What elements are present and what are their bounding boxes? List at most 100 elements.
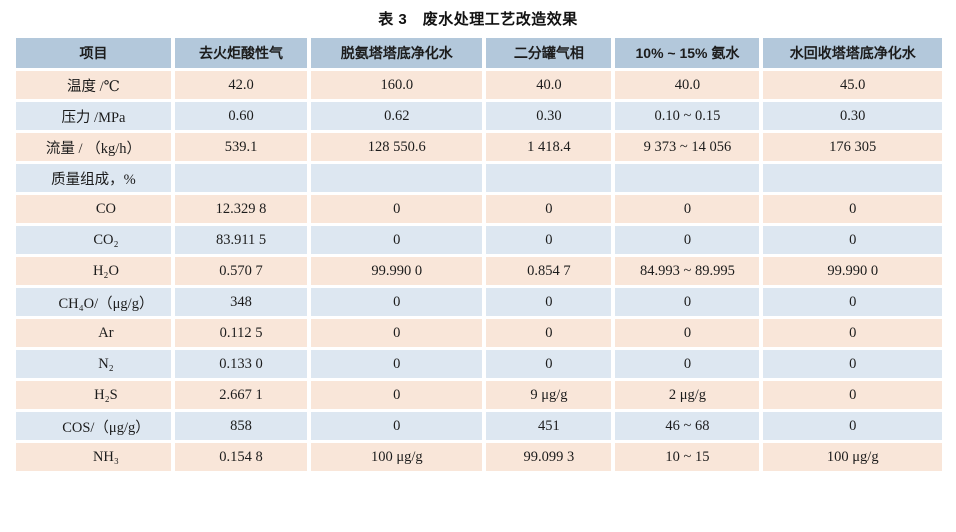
row-label-cell: CO₂ bbox=[16, 226, 171, 254]
value-cell: 10 ~ 15 bbox=[615, 443, 760, 471]
value-cell: 40.0 bbox=[486, 71, 612, 99]
table-row: 流量 / （kg/h） 539.1 128 550.6 1 418.4 9 373 ~ … bbox=[16, 133, 942, 161]
value-cell: 0 bbox=[486, 288, 612, 316]
row-label-cell: 质量组成，% bbox=[16, 164, 171, 192]
value-cell: 0 bbox=[763, 381, 942, 409]
row-label-cell: 温度 /℃ bbox=[16, 71, 171, 99]
value-cell: 0 bbox=[615, 319, 760, 347]
value-cell: 0 bbox=[311, 412, 483, 440]
value-cell: 0 bbox=[615, 350, 760, 378]
value-cell: 0 bbox=[311, 319, 483, 347]
header-cell-0: 项目 bbox=[16, 38, 171, 68]
value-cell: 0.154 8 bbox=[174, 443, 308, 471]
value-cell: 100 μg/g bbox=[763, 443, 942, 471]
row-label-cell: CH₄O/（μg/g） bbox=[16, 288, 171, 316]
value-cell: 0 bbox=[615, 226, 760, 254]
value-cell: 0 bbox=[486, 226, 612, 254]
value-cell bbox=[763, 164, 942, 192]
value-cell: 0.570 7 bbox=[174, 257, 308, 285]
table-title: 表 3 废水处理工艺改造效果 bbox=[378, 11, 578, 28]
value-cell: 45.0 bbox=[763, 71, 942, 99]
value-cell: 128 550.6 bbox=[311, 133, 483, 161]
value-cell: 99.099 3 bbox=[486, 443, 612, 471]
value-cell: 9 373 ~ 14 056 bbox=[615, 133, 760, 161]
value-cell: 539.1 bbox=[174, 133, 308, 161]
header-cell-4: 10% ~ 15% 氨水 bbox=[615, 38, 760, 68]
row-label-cell: 压力 /MPa bbox=[16, 102, 171, 130]
table-row: COS/（μg/g） 858 0 451 46 ~ 68 0 bbox=[16, 412, 942, 440]
header-cell-1: 去火炬酸性气 bbox=[174, 38, 308, 68]
value-cell: 0 bbox=[763, 226, 942, 254]
value-cell: 0 bbox=[763, 350, 942, 378]
value-cell: 46 ~ 68 bbox=[615, 412, 760, 440]
value-cell: 348 bbox=[174, 288, 308, 316]
value-cell: 0 bbox=[486, 319, 612, 347]
row-label-cell: CO bbox=[16, 195, 171, 223]
value-cell: 42.0 bbox=[174, 71, 308, 99]
value-cell: 160.0 bbox=[311, 71, 483, 99]
value-cell bbox=[486, 164, 612, 192]
row-label-cell: Ar bbox=[16, 319, 171, 347]
value-cell: 0 bbox=[486, 350, 612, 378]
table-row: 质量组成，% bbox=[16, 164, 942, 192]
header-cell-5: 水回收塔塔底净化水 bbox=[763, 38, 942, 68]
value-cell: 12.329 8 bbox=[174, 195, 308, 223]
value-cell: 0 bbox=[311, 381, 483, 409]
table-row: 压力 /MPa 0.60 0.62 0.30 0.10 ~ 0.15 0.30 bbox=[16, 102, 942, 130]
value-cell: 9 μg/g bbox=[486, 381, 612, 409]
header-cell-2: 脱氨塔塔底净化水 bbox=[311, 38, 483, 68]
table-row: NH₃ 0.154 8 100 μg/g 99.099 3 10 ~ 15 100 μg/… bbox=[16, 443, 942, 471]
header-cell-3: 二分罐气相 bbox=[486, 38, 612, 68]
value-cell: 451 bbox=[486, 412, 612, 440]
value-cell: 0.30 bbox=[763, 102, 942, 130]
table-body: 温度 /℃ 42.0 160.0 40.0 40.0 45.0 压力 /MPa 0.60 0.6… bbox=[16, 71, 942, 471]
value-cell: 176 305 bbox=[763, 133, 942, 161]
value-cell: 83.911 5 bbox=[174, 226, 308, 254]
header-row: 项目 去火炬酸性气 脱氨塔塔底净化水 二分罐气相 10% ~ 15% 氨水 水回收塔塔底净… bbox=[16, 38, 942, 68]
value-cell: 0.62 bbox=[311, 102, 483, 130]
value-cell: 2 μg/g bbox=[615, 381, 760, 409]
row-label-cell: COS/（μg/g） bbox=[16, 412, 171, 440]
value-cell: 0 bbox=[615, 195, 760, 223]
value-cell: 84.993 ~ 89.995 bbox=[615, 257, 760, 285]
value-cell: 0 bbox=[311, 226, 483, 254]
value-cell: 0 bbox=[486, 195, 612, 223]
value-cell: 0 bbox=[311, 195, 483, 223]
value-cell: 1 418.4 bbox=[486, 133, 612, 161]
value-cell: 0 bbox=[311, 350, 483, 378]
value-cell: 0 bbox=[615, 288, 760, 316]
row-label-cell: NH₃ bbox=[16, 443, 171, 471]
value-cell: 2.667 1 bbox=[174, 381, 308, 409]
row-label-cell: N₂ bbox=[16, 350, 171, 378]
value-cell: 0.60 bbox=[174, 102, 308, 130]
value-cell: 0.854 7 bbox=[486, 257, 612, 285]
value-cell: 99.990 0 bbox=[763, 257, 942, 285]
value-cell: 0.30 bbox=[486, 102, 612, 130]
table-row: H₂O 0.570 7 99.990 0 0.854 7 84.993 ~ 89.995… bbox=[16, 257, 942, 285]
value-cell bbox=[311, 164, 483, 192]
value-cell: 0.10 ~ 0.15 bbox=[615, 102, 760, 130]
value-cell: 0 bbox=[311, 288, 483, 316]
value-cell: 0.133 0 bbox=[174, 350, 308, 378]
value-cell: 0 bbox=[763, 195, 942, 223]
row-label-cell: H₂O bbox=[16, 257, 171, 285]
value-cell: 0 bbox=[763, 319, 942, 347]
value-cell: 40.0 bbox=[615, 71, 760, 99]
table-row: CH₄O/（μg/g） 348 0 0 0 0 bbox=[16, 288, 942, 316]
value-cell: 858 bbox=[174, 412, 308, 440]
data-table: 项目 去火炬酸性气 脱氨塔塔底净化水 二分罐气相 10% ~ 15% 氨水 水回收塔塔底净… bbox=[12, 35, 946, 474]
value-cell: 99.990 0 bbox=[311, 257, 483, 285]
value-cell bbox=[615, 164, 760, 192]
row-label-cell: 流量 / （kg/h） bbox=[16, 133, 171, 161]
table-row: 温度 /℃ 42.0 160.0 40.0 40.0 45.0 bbox=[16, 71, 942, 99]
value-cell: 0 bbox=[763, 288, 942, 316]
value-cell: 0.112 5 bbox=[174, 319, 308, 347]
row-label-cell: H₂S bbox=[16, 381, 171, 409]
value-cell bbox=[174, 164, 308, 192]
